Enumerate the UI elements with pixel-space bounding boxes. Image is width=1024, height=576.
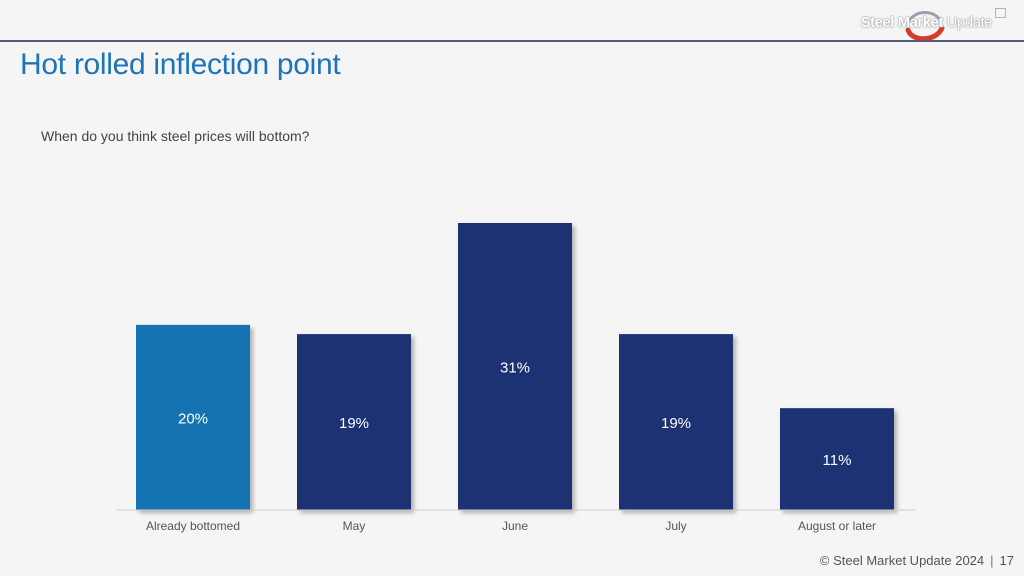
x-tick-label-1: May: [343, 519, 366, 533]
page-title: Hot rolled inflection point: [20, 48, 341, 81]
bar-value-label-1: 19%: [339, 415, 369, 432]
bar-2: [458, 223, 572, 510]
bar-4: [780, 408, 894, 510]
logo-wordmark: Steel Market Update: [860, 14, 993, 31]
logo-name-light: Update: [942, 14, 993, 31]
footer-copyright: © Steel Market Update 2024: [819, 553, 985, 568]
x-tick-label-4: August or later: [798, 519, 876, 533]
bar-value-label-4: 11%: [823, 452, 852, 469]
header-divider: [0, 40, 1024, 42]
bar-value-label-3: 19%: [661, 415, 691, 432]
x-tick-label-2: June: [502, 519, 528, 533]
brand-logo: Steel Market Update: [860, 4, 1010, 42]
bar-value-label-0: 20%: [178, 410, 208, 427]
logo-badge-icon: [995, 8, 1006, 18]
bar-0: [136, 324, 250, 510]
slide-footer: © Steel Market Update 2024 | 17: [820, 553, 1014, 568]
bar-1: [297, 334, 411, 510]
logo-name-bold: Steel Market: [860, 14, 944, 31]
logo-swoosh-icon: [905, 11, 945, 42]
bar-3: [619, 334, 733, 510]
x-tick-label-3: July: [665, 519, 686, 533]
footer-separator: |: [990, 553, 994, 568]
x-tick-labels: Already bottomed May June July August or lat…: [146, 519, 876, 533]
chart-question: When do you think steel prices will bott…: [41, 128, 310, 144]
bar-series: 20% 19% 31% 19% 11%: [136, 223, 894, 510]
footer-page-number: 17: [999, 553, 1014, 568]
x-tick-label-0: Already bottomed: [146, 519, 240, 533]
bar-value-label-2: 31%: [500, 360, 530, 377]
